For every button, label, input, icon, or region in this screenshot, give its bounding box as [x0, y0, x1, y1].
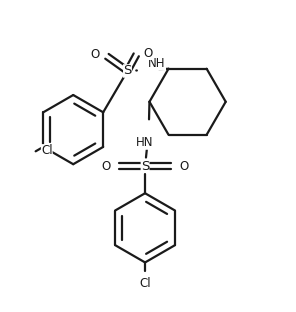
Text: Cl: Cl — [41, 144, 53, 157]
Text: NH: NH — [148, 57, 165, 70]
Text: S: S — [123, 65, 132, 77]
Text: O: O — [179, 160, 188, 173]
Text: O: O — [91, 48, 100, 61]
Text: S: S — [141, 160, 149, 173]
Text: O: O — [102, 160, 111, 173]
Text: HN: HN — [136, 136, 154, 149]
Text: O: O — [143, 47, 153, 60]
Text: Cl: Cl — [139, 277, 151, 290]
